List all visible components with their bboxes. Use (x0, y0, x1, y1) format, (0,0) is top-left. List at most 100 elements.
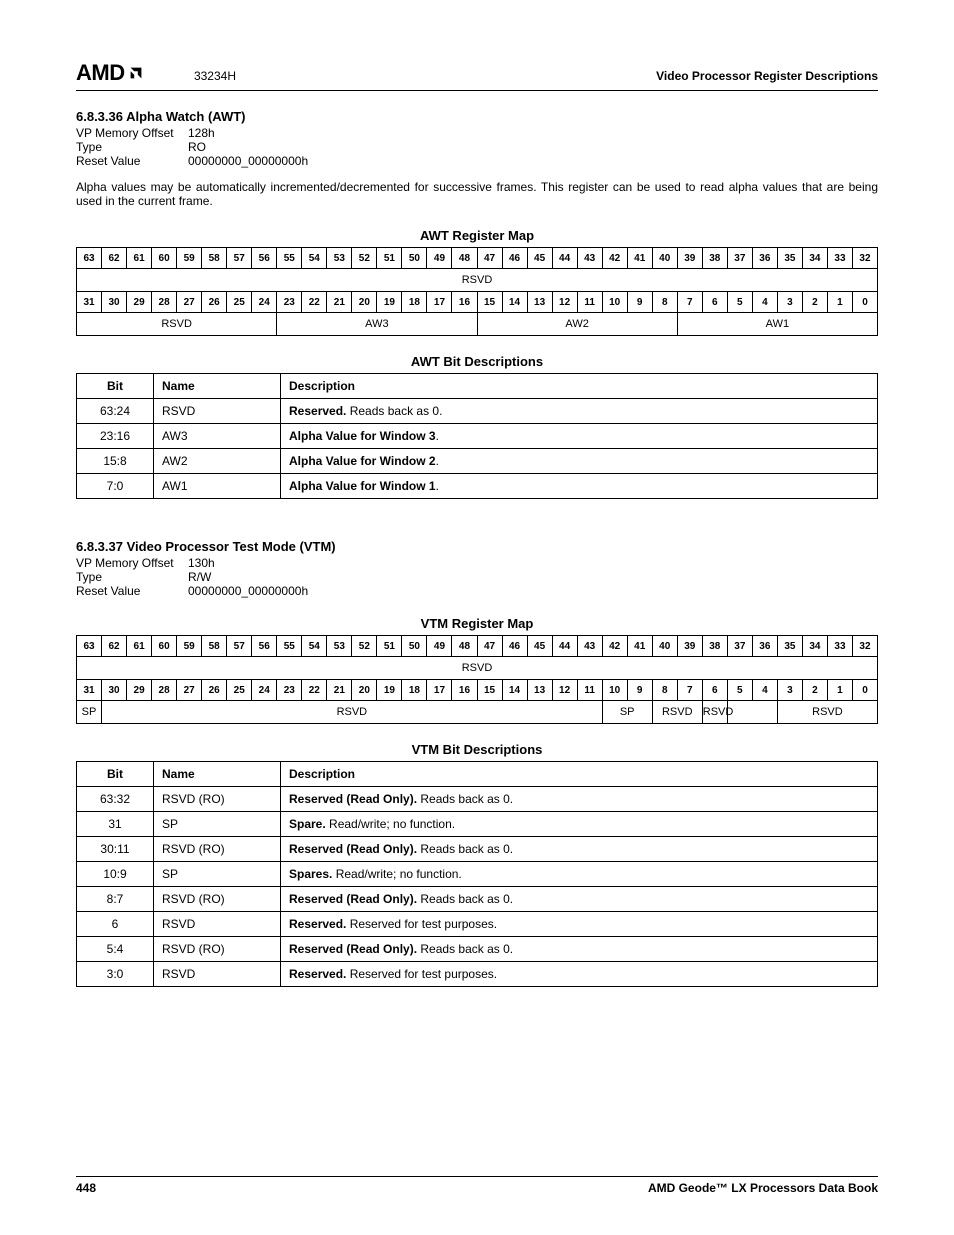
bit-cell: 31 (77, 680, 102, 701)
bit-cell: 52 (352, 636, 377, 657)
bit-cell: 27 (177, 292, 202, 313)
bit-cell: 54 (302, 636, 327, 657)
bit-cell: 61 (127, 248, 152, 269)
bit-cell: 33 (827, 248, 852, 269)
bit-cell: 7 (677, 680, 702, 701)
bit-name: AW1 (154, 474, 281, 499)
bit-cell: 29 (127, 680, 152, 701)
bit-cell: 24 (252, 292, 277, 313)
meta-row: Reset Value00000000_00000000h (76, 584, 878, 598)
table-row: 23:16AW3Alpha Value for Window 3. (77, 424, 878, 449)
bit-cell: 21 (327, 292, 352, 313)
bit-name: AW2 (154, 449, 281, 474)
bit-desc: Alpha Value for Window 2. (281, 449, 878, 474)
bit-cell: 34 (802, 636, 827, 657)
bit-cell: 5 (727, 680, 752, 701)
bit-cell: 50 (402, 636, 427, 657)
bit-desc: Reserved. Reads back as 0. (281, 399, 878, 424)
vtm-col-desc: Description (281, 762, 878, 787)
field-cell: AW1 (677, 313, 877, 336)
bit-cell: 2 (802, 292, 827, 313)
meta-value: 00000000_00000000h (188, 584, 308, 598)
bit-range: 7:0 (77, 474, 154, 499)
vtm-bit-descriptions: Bit Name Description 63:32RSVD (RO)Reser… (76, 761, 878, 987)
bit-cell: 9 (627, 292, 652, 313)
bit-cell: 28 (152, 292, 177, 313)
bit-desc: Alpha Value for Window 3. (281, 424, 878, 449)
bit-cell: 38 (702, 248, 727, 269)
vtm-col-bit: Bit (77, 762, 154, 787)
meta-row: VP Memory Offset130h (76, 556, 878, 570)
bit-cell: 22 (302, 680, 327, 701)
table-row: 31SPSpare. Read/write; no function. (77, 812, 878, 837)
bit-range: 63:32 (77, 787, 154, 812)
bit-cell: 12 (552, 292, 577, 313)
field-cell: RSVD (77, 657, 878, 680)
bit-cell: 39 (677, 248, 702, 269)
bit-name: RSVD (154, 912, 281, 937)
bit-name: RSVD (154, 399, 281, 424)
vtm-fields-lo-row: SPRSVDSPRSVDRSVDRSVD (77, 701, 878, 724)
awt-bits-lo-row: 3130292827262524232221201918171615141312… (77, 292, 878, 313)
amd-logo: AMD (76, 60, 145, 86)
bit-cell: 18 (402, 680, 427, 701)
bit-cell: 44 (552, 248, 577, 269)
awt-bit-descriptions: Bit Name Description 63:24RSVDReserved. … (76, 373, 878, 499)
bit-cell: 57 (227, 636, 252, 657)
bit-name: RSVD (RO) (154, 937, 281, 962)
bit-desc: Alpha Value for Window 1. (281, 474, 878, 499)
bit-cell: 45 (527, 248, 552, 269)
bit-cell: 25 (227, 680, 252, 701)
meta-value: R/W (188, 570, 211, 584)
bit-cell: 7 (677, 292, 702, 313)
meta-label: Reset Value (76, 154, 188, 168)
vtm-col-name: Name (154, 762, 281, 787)
field-cell: SP (77, 701, 102, 724)
header-left: AMD 33234H (76, 60, 236, 86)
bit-range: 6 (77, 912, 154, 937)
logo-text: AMD (76, 60, 125, 86)
bit-cell: 3 (777, 292, 802, 313)
bit-cell: 30 (102, 292, 127, 313)
bit-cell: 26 (202, 680, 227, 701)
table-row: 8:7RSVD (RO)Reserved (Read Only). Reads … (77, 887, 878, 912)
bit-cell: 6 (702, 292, 727, 313)
bit-cell: 11 (577, 292, 602, 313)
meta-label: VP Memory Offset (76, 556, 188, 570)
table-row: 63:32RSVD (RO)Reserved (Read Only). Read… (77, 787, 878, 812)
page-footer: 448 AMD Geode™ LX Processors Data Book (76, 1176, 878, 1195)
bit-cell: 34 (802, 248, 827, 269)
bit-cell: 27 (177, 680, 202, 701)
meta-value: RO (188, 140, 206, 154)
bit-range: 63:24 (77, 399, 154, 424)
vtm-bits-lo-row: 3130292827262524232221201918171615141312… (77, 680, 878, 701)
bit-cell: 8 (652, 680, 677, 701)
bit-range: 3:0 (77, 962, 154, 987)
bit-cell: 22 (302, 292, 327, 313)
awt-section-title: 6.8.3.36 Alpha Watch (AWT) (76, 109, 878, 124)
bit-desc: Reserved (Read Only). Reads back as 0. (281, 937, 878, 962)
bit-cell: 0 (852, 680, 877, 701)
bit-cell: 52 (352, 248, 377, 269)
meta-row: TypeR/W (76, 570, 878, 584)
awt-meta: VP Memory Offset128hTypeROReset Value000… (76, 126, 878, 168)
bit-cell: 55 (277, 636, 302, 657)
bit-name: SP (154, 812, 281, 837)
bit-name: AW3 (154, 424, 281, 449)
awt-col-name: Name (154, 374, 281, 399)
bit-desc: Spares. Read/write; no function. (281, 862, 878, 887)
awt-fields-lo-row: RSVDAW3AW2AW1 (77, 313, 878, 336)
vtm-desc-title: VTM Bit Descriptions (76, 742, 878, 757)
bit-cell: 42 (602, 248, 627, 269)
bit-cell: 53 (327, 248, 352, 269)
bit-range: 30:11 (77, 837, 154, 862)
bit-range: 31 (77, 812, 154, 837)
bit-cell: 10 (602, 292, 627, 313)
bit-cell: 61 (127, 636, 152, 657)
bit-cell: 51 (377, 636, 402, 657)
bit-cell: 25 (227, 292, 252, 313)
bit-cell: 58 (202, 248, 227, 269)
table-row: 7:0AW1Alpha Value for Window 1. (77, 474, 878, 499)
field-cell: RSVD (77, 313, 277, 336)
bit-cell: 37 (727, 636, 752, 657)
